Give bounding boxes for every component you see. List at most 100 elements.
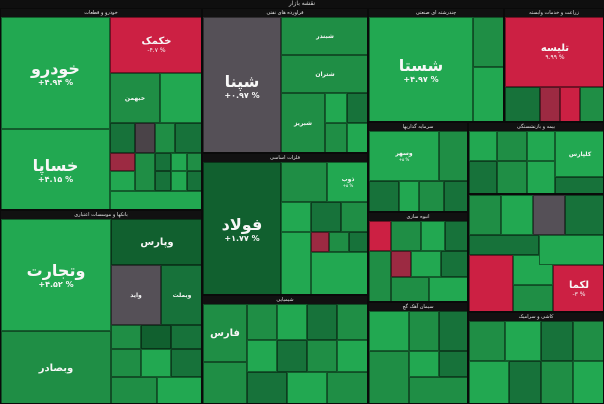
tile-shepna[interactable]: شپنا +۰.۹۷ % — [203, 17, 281, 152]
sector-cement[interactable]: سیمان آهک گچ — [368, 302, 468, 404]
micro-tile[interactable] — [505, 321, 541, 361]
sector-ceramic[interactable]: کاشی و سرامیک — [468, 312, 604, 404]
micro-tile[interactable] — [573, 361, 603, 403]
sector-agriculture[interactable]: زراعت و خدمات وابسته تلیسه ۹.۹۹ % — [504, 8, 604, 122]
micro-tile[interactable] — [111, 349, 141, 377]
micro-tile[interactable] — [565, 195, 603, 235]
micro-tile[interactable] — [155, 171, 171, 191]
tile-vaid[interactable]: واید — [111, 265, 161, 325]
tile-vbsader[interactable]: وبصادر — [1, 331, 111, 403]
micro-tile[interactable] — [307, 340, 337, 372]
tile-khabahman[interactable]: خبهمن — [110, 73, 160, 123]
micro-tile[interactable] — [337, 340, 367, 372]
micro-tile[interactable] — [155, 123, 175, 153]
micro-tile[interactable] — [337, 304, 367, 340]
micro-tile[interactable] — [419, 181, 444, 211]
micro-tile[interactable] — [540, 87, 560, 121]
micro-tile[interactable] — [541, 361, 573, 403]
micro-tile[interactable] — [287, 372, 327, 403]
sector-multi-industry[interactable]: چندرشته ای صنعتی شستا +۴.۹۷ % — [368, 8, 504, 122]
tile-fars[interactable]: فارس — [203, 304, 247, 362]
micro-tile[interactable] — [307, 304, 337, 340]
micro-tile[interactable] — [441, 251, 467, 277]
micro-tile[interactable] — [187, 171, 201, 191]
micro-tile[interactable] — [445, 221, 467, 251]
micro-tile[interactable] — [469, 255, 513, 311]
micro-tile[interactable] — [509, 361, 541, 403]
micro-tile[interactable] — [497, 161, 527, 193]
micro-tile[interactable] — [311, 252, 367, 294]
micro-tile[interactable] — [155, 153, 171, 171]
sector-investments[interactable]: سرمایه گذاریها وسهر +۵ % — [368, 122, 468, 212]
tile-foolad[interactable]: فولاد +۱.۷۷ % — [203, 162, 281, 294]
micro-tile[interactable] — [311, 232, 329, 252]
micro-tile[interactable] — [533, 195, 565, 235]
tile-shbriz[interactable]: شبریز — [281, 93, 325, 152]
micro-tile[interactable] — [555, 177, 603, 193]
micro-tile[interactable] — [203, 362, 247, 403]
micro-tile[interactable] — [399, 181, 419, 211]
sector-right-middle[interactable]: لکما -۳ % — [468, 194, 604, 312]
tile-kalpars[interactable]: کلپارس — [555, 131, 603, 177]
sector-insurance[interactable]: بیمه و بازنشستگی کلپارس — [468, 122, 604, 194]
sector-oil-products[interactable]: فراورده های نفتی شپنا +۰.۹۷ % شبندر شترا… — [202, 8, 368, 153]
micro-tile[interactable] — [391, 251, 411, 277]
micro-tile[interactable] — [497, 131, 527, 161]
sector-automotive[interactable]: خودرو و قطعات خودرو +۴.۹۴ % خساپا +۴.۱۵ … — [0, 8, 202, 210]
micro-tile[interactable] — [247, 304, 277, 340]
micro-tile[interactable] — [281, 232, 311, 294]
micro-tile[interactable] — [444, 181, 467, 211]
micro-tile[interactable] — [110, 171, 135, 191]
micro-tile[interactable] — [369, 181, 399, 211]
micro-tile[interactable] — [560, 87, 580, 121]
sector-chemical[interactable]: شیمیایی فارس — [202, 295, 368, 404]
micro-tile[interactable] — [171, 153, 187, 171]
micro-tile[interactable] — [469, 361, 509, 403]
micro-tile[interactable] — [469, 235, 539, 255]
micro-tile[interactable] — [369, 351, 409, 403]
tile-shtran[interactable]: شتران — [281, 55, 367, 93]
micro-tile[interactable] — [369, 221, 391, 251]
micro-tile[interactable] — [527, 131, 555, 161]
micro-tile[interactable] — [439, 311, 467, 351]
micro-tile[interactable] — [171, 325, 201, 349]
micro-tile[interactable] — [247, 372, 287, 403]
micro-tile[interactable] — [527, 161, 555, 193]
micro-tile[interactable] — [141, 325, 171, 349]
micro-tile[interactable] — [439, 131, 467, 181]
micro-tile[interactable] — [135, 123, 155, 153]
tile-talisse[interactable]: تلیسه ۹.۹۹ % — [505, 17, 603, 87]
micro-tile[interactable] — [175, 123, 201, 153]
micro-tile[interactable] — [157, 377, 201, 403]
tile-generic[interactable] — [160, 73, 201, 123]
sector-basic-metals[interactable]: فلزات اساسی فولاد +۱.۷۷ % ذوب +۵ % — [202, 153, 368, 295]
tile-shasta[interactable]: شستا +۴.۹۷ % — [369, 17, 473, 121]
micro-tile[interactable] — [277, 304, 307, 340]
micro-tile[interactable] — [469, 161, 497, 193]
sector-banks[interactable]: بانکها و موسسات اعتباری وتجارت +۴.۵۲ % و… — [0, 210, 202, 404]
micro-tile[interactable] — [391, 221, 421, 251]
micro-tile[interactable] — [391, 277, 429, 301]
micro-tile[interactable] — [513, 285, 553, 311]
micro-tile[interactable] — [541, 321, 573, 361]
micro-tile[interactable] — [539, 235, 603, 265]
micro-tile[interactable] — [325, 93, 347, 123]
tile-shbandar[interactable]: شبندر — [281, 17, 367, 55]
micro-tile[interactable] — [171, 171, 187, 191]
micro-tile[interactable] — [311, 202, 341, 232]
micro-tile[interactable] — [111, 377, 157, 403]
micro-tile[interactable] — [187, 153, 201, 171]
tile-lakma[interactable]: لکما -۳ % — [553, 265, 603, 311]
micro-tile[interactable] — [409, 311, 439, 351]
micro-tile[interactable] — [141, 349, 171, 377]
micro-tile[interactable] — [110, 123, 135, 153]
micro-tile[interactable] — [349, 232, 367, 252]
tile-vpars[interactable]: وپارس — [111, 219, 201, 265]
micro-tile[interactable] — [505, 87, 540, 121]
micro-tile[interactable] — [429, 277, 467, 301]
micro-tile[interactable] — [411, 251, 441, 277]
tile-vbmellat[interactable]: وبملت — [161, 265, 201, 325]
tile-khodro[interactable]: خودرو +۴.۹۴ % — [1, 17, 110, 129]
micro-tile[interactable] — [347, 123, 367, 152]
micro-tile[interactable] — [171, 349, 201, 377]
